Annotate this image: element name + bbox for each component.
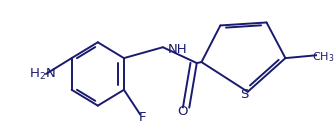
Text: S: S (240, 88, 248, 101)
Text: NH: NH (168, 43, 187, 56)
Text: $\mathsf{H_2N}$: $\mathsf{H_2N}$ (29, 66, 56, 81)
Text: O: O (177, 105, 188, 118)
Text: F: F (138, 111, 146, 124)
Text: $\mathsf{CH_3}$: $\mathsf{CH_3}$ (312, 50, 334, 64)
